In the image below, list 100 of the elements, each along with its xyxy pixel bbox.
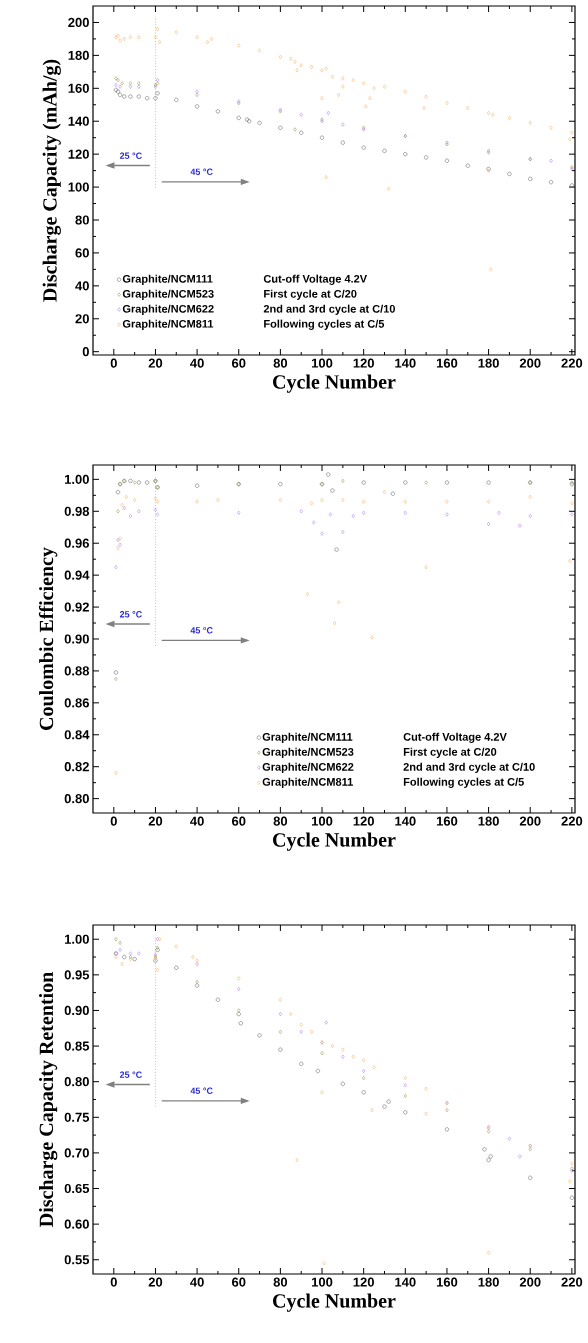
y-tick-label: 0.84 (64, 730, 90, 740)
point (528, 1175, 533, 1180)
point (237, 1008, 241, 1013)
point (324, 1020, 328, 1025)
point (351, 78, 355, 83)
point (445, 101, 449, 106)
annotation: 25 °C (119, 1071, 142, 1078)
annotation: 45 °C (190, 627, 213, 634)
point (320, 531, 324, 536)
point (153, 35, 158, 40)
y-tick-label: 0.92 (64, 602, 89, 612)
x-tick-label: 100 (312, 1277, 333, 1287)
legend-label: Graphite/NCM622 (122, 304, 214, 315)
point (403, 1110, 408, 1115)
point (569, 1195, 574, 1200)
point (382, 1104, 387, 1109)
point (174, 944, 178, 949)
point (568, 137, 572, 142)
y-tick-label: 0.86 (64, 698, 89, 708)
point (362, 81, 366, 86)
point (362, 510, 366, 515)
x-tick-label: 220 (561, 358, 583, 368)
point (215, 109, 220, 114)
y-tick-label: 20 (75, 314, 89, 324)
y-tick-label: 0.65 (64, 1183, 90, 1194)
point (155, 91, 160, 96)
x-tick-label: 100 (311, 816, 333, 826)
point (466, 106, 470, 111)
point (293, 59, 297, 65)
point (278, 1029, 282, 1034)
point (128, 35, 133, 40)
point (133, 480, 137, 485)
y-tick-label: 0.80 (64, 1077, 89, 1087)
point (424, 480, 428, 485)
point (310, 501, 314, 506)
x-tick-label: 220 (561, 816, 583, 826)
x-tick-label: 20 (148, 358, 163, 368)
point (299, 130, 304, 135)
point (145, 96, 150, 101)
point (278, 125, 283, 130)
point (153, 507, 158, 512)
point (422, 106, 426, 111)
y-tick-label: 140 (68, 116, 89, 126)
point (341, 478, 345, 483)
point (482, 1147, 487, 1152)
point (124, 494, 128, 499)
y-tick-label: 60 (75, 248, 89, 258)
point (114, 771, 118, 776)
point (137, 35, 141, 40)
point (570, 1161, 574, 1166)
point (120, 502, 124, 507)
point (403, 480, 408, 485)
point (195, 958, 199, 963)
point (486, 1250, 491, 1255)
point (486, 1129, 491, 1134)
point (569, 183, 574, 188)
point (332, 620, 337, 626)
point (497, 510, 501, 515)
point (528, 494, 532, 499)
x-tick-label: 20 (148, 816, 163, 826)
point (299, 63, 303, 68)
point (195, 483, 200, 488)
legend-label: Graphite/NCM811 (122, 319, 214, 330)
point (293, 127, 297, 132)
point (320, 68, 324, 73)
point (174, 965, 179, 970)
point (195, 499, 199, 504)
point (330, 1044, 335, 1049)
point (236, 1011, 241, 1017)
point (382, 490, 387, 495)
point (114, 82, 118, 88)
point (370, 1108, 374, 1113)
annotation: Following cycles at C/5 (403, 777, 524, 788)
point (341, 1054, 345, 1059)
point (312, 520, 316, 525)
point (340, 140, 345, 145)
point (114, 676, 118, 681)
point (324, 175, 328, 180)
point (113, 670, 118, 675)
point (340, 1081, 345, 1086)
x-axis-title: Cycle Number (273, 1293, 396, 1312)
point (118, 38, 122, 43)
point (528, 514, 532, 519)
point (237, 510, 241, 515)
point (486, 480, 491, 485)
point (114, 937, 118, 942)
annotation: 45 °C (190, 168, 213, 175)
point (320, 96, 324, 101)
annotation: 25 °C (119, 152, 142, 159)
point (278, 1047, 283, 1052)
point (351, 1054, 355, 1059)
point (155, 499, 160, 504)
point (362, 1068, 366, 1074)
point (568, 558, 572, 563)
point (155, 512, 160, 517)
point (486, 499, 491, 504)
point (136, 480, 141, 485)
x-tick-label: 180 (478, 358, 499, 368)
x-tick-label: 200 (519, 816, 541, 826)
point (403, 1083, 407, 1088)
